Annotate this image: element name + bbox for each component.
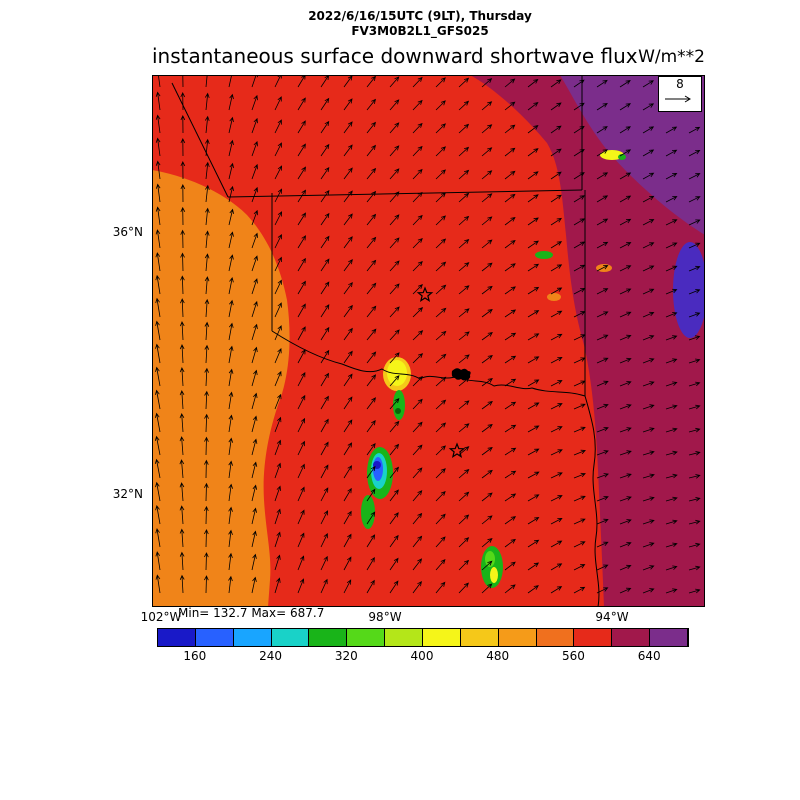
cloud-patch-green-1 — [393, 390, 405, 420]
map-frame — [152, 75, 705, 607]
cloud-dash-green-tip — [618, 154, 626, 160]
cloud-patch-brightgreen-south — [485, 551, 495, 567]
reference-vector-value: 8 — [676, 77, 684, 91]
colorbar-segment — [498, 629, 537, 646]
colorbar-segment — [385, 629, 423, 646]
border-texas-louisiana — [584, 395, 600, 607]
cloud-patch-green-2 — [361, 495, 375, 529]
lon-label-102w: 102°W — [140, 610, 182, 624]
colorbar-tick-label: 560 — [561, 649, 585, 663]
flux-region-west-orange — [152, 170, 290, 607]
lat-label-32n: 32°N — [112, 487, 143, 501]
flux-map — [152, 75, 705, 607]
colorbar-tick-label: 640 — [637, 649, 661, 663]
lake-feature — [451, 368, 471, 381]
border-red-river — [271, 330, 586, 397]
colorbar-segment — [347, 629, 386, 646]
colorbar — [157, 628, 689, 647]
lat-label-36n: 36°N — [112, 225, 143, 239]
flux-region-northeast-purple — [560, 75, 705, 235]
model-header: FV3M0B2L1_GFS025 — [351, 24, 489, 38]
reference-vector-box: 8 — [658, 76, 702, 112]
minmax-label: Min= 132.7 Max= 687.7 — [178, 606, 325, 620]
colorbar-tick-label: 320 — [334, 649, 358, 663]
cloud-patch-darkdot — [395, 408, 401, 414]
wind-arrows — [154, 75, 701, 594]
star-marker-1 — [416, 286, 434, 303]
flux-region-east-maroon — [470, 75, 705, 607]
lon-label-98w: 98°W — [368, 610, 402, 624]
reference-vector-arrow — [665, 95, 691, 103]
lon-label-94w: 94°W — [595, 610, 629, 624]
colorbar-segment — [650, 629, 688, 646]
plot-title: instantaneous surface downward shortwave… — [152, 44, 638, 68]
colorbar-segment — [612, 629, 651, 646]
colorbar-tick-label: 160 — [183, 649, 207, 663]
border-oklahoma-north — [227, 189, 583, 198]
colorbar-segment — [233, 629, 272, 646]
colorbar-tick-label: 400 — [410, 649, 434, 663]
colorbar-segment — [309, 629, 348, 646]
cloud-dash-green — [535, 251, 553, 259]
colorbar-segment — [158, 629, 196, 646]
border-diagonal-northwest — [171, 82, 229, 198]
colorbar-segment — [271, 629, 310, 646]
flux-patch-orange-1 — [596, 264, 612, 272]
colorbar-segment — [460, 629, 499, 646]
cloud-patch-yellow-south — [490, 567, 498, 583]
units-label: W/m**2 — [638, 47, 705, 67]
cloud-dash-yellow — [600, 150, 624, 160]
star-marker-2 — [448, 442, 466, 459]
colorbar-tick-label: 480 — [486, 649, 510, 663]
flux-patch-orange-2 — [547, 293, 561, 301]
colorbar-tick-label: 240 — [259, 649, 283, 663]
colorbar-segment — [195, 629, 234, 646]
colorbar-segment — [423, 629, 461, 646]
datetime-header: 2022/6/16/15UTC (9LT), Thursday — [308, 9, 532, 23]
state-borders — [171, 75, 600, 607]
colorbar-segment — [536, 629, 575, 646]
colorbar-segment — [574, 629, 613, 646]
cloud-patch-yellow — [387, 360, 407, 386]
colorbar-labels: 160 240 320 400 480 560 640 — [157, 649, 687, 664]
